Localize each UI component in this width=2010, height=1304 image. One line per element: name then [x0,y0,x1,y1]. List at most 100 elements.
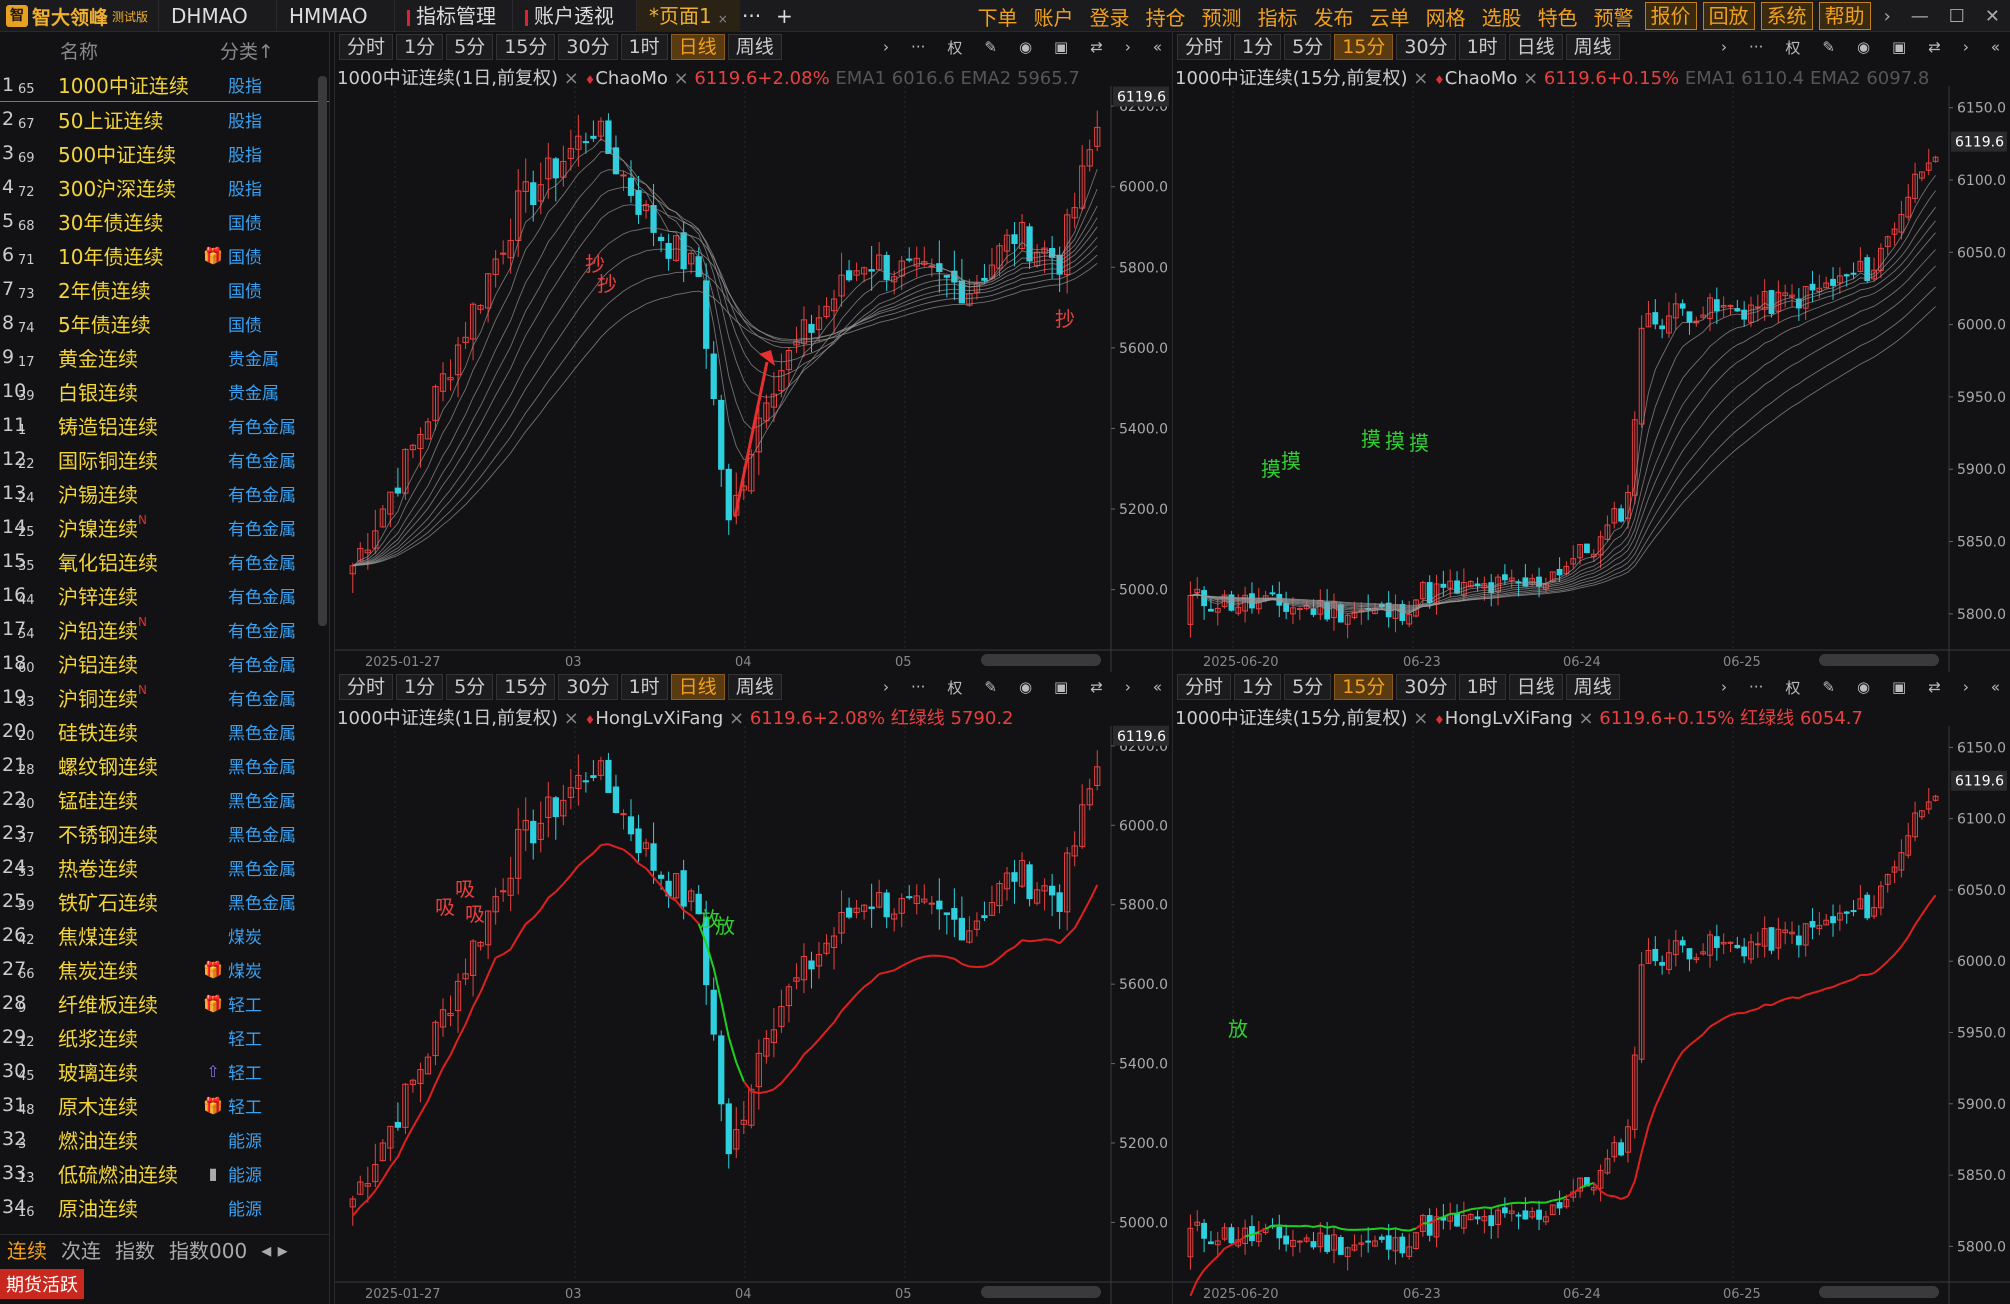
chevron-right-icon[interactable]: › [1962,678,1969,696]
chart-canvas[interactable]: 6150.0 6100.0 6050.0 6000.0 5950.0 5900.0 5850… [1173,672,2010,1304]
pencil-icon[interactable]: ✎ [984,678,997,696]
list-item[interactable]: 10 39 白银连续 贵金属 [0,374,329,408]
pencil-icon[interactable]: ✎ [1822,38,1835,56]
period-button[interactable]: 分时 [1177,674,1232,700]
scroll-left-icon[interactable]: ◂ ▸ [261,1237,288,1262]
chevron-right-icon[interactable]: › [1124,38,1131,56]
chevron-right-icon[interactable]: › [1124,678,1131,696]
list-item[interactable]: 12 22 国际铜连续 有色金属 [0,442,329,476]
pencil-icon[interactable]: ✎ [1822,678,1835,696]
menu-item[interactable]: 发布 [1313,5,1354,30]
list-item[interactable]: 20 20 硅铁连续 黑色金属 [0,714,329,748]
chevron-right-icon[interactable]: › [1721,678,1728,696]
list-item[interactable]: 8 74 5年债连续 国债 [0,306,329,340]
eye-icon[interactable]: ◉ [1018,38,1033,56]
more-icon[interactable]: ··· [1749,678,1764,696]
period-button[interactable]: 5分 [446,34,494,60]
chart-canvas[interactable]: 6200.06000.05800.05600.05400.05200.05000… [335,32,1173,672]
menu-item[interactable]: 网格 [1425,5,1466,30]
period-button[interactable]: 5分 [446,674,494,700]
close-icon[interactable]: × [723,708,750,729]
chevron-right-icon[interactable]: › [883,38,890,56]
period-button[interactable]: 周线 [1565,34,1620,60]
tab-page1[interactable]: *页面1 × [636,0,740,32]
active-futures-tag[interactable]: 期货活跃 [0,1269,84,1299]
close-icon[interactable]: × [667,68,695,89]
period-button[interactable]: 周线 [727,34,782,60]
list-item[interactable]: 3 69 500中证连续 股指 [0,136,329,170]
tab-more-button[interactable]: ··· [742,4,762,28]
list-item[interactable]: 26 42 焦煤连续 煤炭 [0,918,329,952]
chevron-right-icon[interactable]: › [1962,38,1969,56]
list-item[interactable]: 15 35 氧化铝连续 有色金属 [0,544,329,578]
menu-item[interactable]: 指标 [1257,5,1298,30]
period-button[interactable]: 15分 [1334,34,1394,60]
list-item[interactable]: 32 3 燃油连续 能源 [0,1122,329,1156]
list-tab[interactable]: 指数000 [169,1239,248,1263]
menu-item[interactable]: 选股 [1481,5,1522,30]
period-button[interactable]: 日线 [1508,34,1563,60]
layers-icon[interactable]: ▣ [1054,38,1069,56]
period-button[interactable]: 30分 [558,34,618,60]
add-tab-button[interactable]: + [776,4,793,28]
period-button[interactable]: 15分 [1334,674,1394,700]
column-name-header[interactable]: 名称 [60,40,99,63]
maximize-icon[interactable]: ☐ [1948,5,1965,27]
chevron-right-icon[interactable]: › [1883,5,1891,27]
period-button[interactable]: 30分 [1396,34,1456,60]
double-chevron-left-icon[interactable]: « [1990,678,2000,696]
list-item[interactable]: 18 60 沪铝连续 有色金属 [0,646,329,680]
period-button[interactable]: 1分 [396,674,444,700]
list-item[interactable]: 14 25 沪镍连续N 有色金属 [0,510,329,544]
period-button[interactable]: 1分 [1234,34,1282,60]
double-chevron-left-icon[interactable]: « [1990,38,2000,56]
menu-item[interactable]: 下单 [977,5,1018,30]
chevron-right-icon[interactable]: › [883,678,890,696]
tab-indicator-mgmt[interactable]: 指标管理 [394,0,508,32]
swap-icon[interactable]: ⇄ [1928,678,1941,696]
list-item[interactable]: 7 73 2年债连续 国债 [0,272,329,306]
list-item[interactable]: 31 48 原木连续 🎁 轻工 [0,1088,329,1122]
minimize-icon[interactable]: — [1910,5,1929,27]
period-button[interactable]: 周线 [727,674,782,700]
list-item[interactable]: 30 45 玻璃连续 ⇧ 轻工 [0,1054,329,1088]
more-icon[interactable]: ··· [911,38,926,56]
list-item[interactable]: 2 67 50上证连续 股指 [0,102,329,136]
list-item[interactable]: 28 9 纤维板连续 🎁 轻工 [0,986,329,1020]
close-icon[interactable]: × [1407,68,1435,89]
menu-item[interactable]: 特色 [1537,5,1578,30]
column-category-header[interactable]: 分类↑ [220,40,274,63]
list-item[interactable]: 33 13 低硫燃油连续 ▮ 能源 [0,1156,329,1190]
period-button[interactable]: 日线 [670,674,725,700]
more-icon[interactable]: ··· [911,678,926,696]
menu-item-boxed[interactable]: 回放 [1702,2,1755,30]
list-item[interactable]: 23 37 不锈钢连续 黑色金属 [0,816,329,850]
period-button[interactable]: 日线 [670,34,725,60]
more-icon[interactable]: ··· [1749,38,1764,56]
list-item[interactable]: 9 17 黄金连续 贵金属 [0,340,329,374]
list-tab[interactable]: 指数 [115,1239,155,1263]
period-button[interactable]: 周线 [1565,674,1620,700]
swap-icon[interactable]: ⇄ [1090,38,1103,56]
period-button[interactable]: 5分 [1284,674,1332,700]
tab-account[interactable]: 账户透视 [512,0,626,32]
list-tab[interactable]: 次连 [61,1239,101,1263]
swap-icon[interactable]: ⇄ [1090,678,1103,696]
rights-icon[interactable]: 权 [1785,678,1801,697]
list-item[interactable]: 4 72 300沪深连续 股指 [0,170,329,204]
period-button[interactable]: 15分 [496,34,556,60]
period-button[interactable]: 1时 [1458,674,1506,700]
rights-icon[interactable]: 权 [947,38,963,57]
list-item[interactable]: 16 44 沪锌连续 有色金属 [0,578,329,612]
close-icon[interactable]: × [1407,708,1435,729]
period-button[interactable]: 日线 [1508,674,1563,700]
menu-item[interactable]: 云单 [1369,5,1410,30]
double-chevron-left-icon[interactable]: « [1152,38,1162,56]
double-chevron-left-icon[interactable]: « [1152,678,1162,696]
menu-item-boxed[interactable]: 报价 [1644,2,1697,30]
list-item[interactable]: 34 16 原油连续 能源 [0,1190,329,1224]
close-icon[interactable]: × [717,12,728,26]
swap-icon[interactable]: ⇄ [1928,38,1941,56]
period-button[interactable]: 15分 [496,674,556,700]
list-item[interactable]: 27 66 焦炭连续 🎁 煤炭 [0,952,329,986]
